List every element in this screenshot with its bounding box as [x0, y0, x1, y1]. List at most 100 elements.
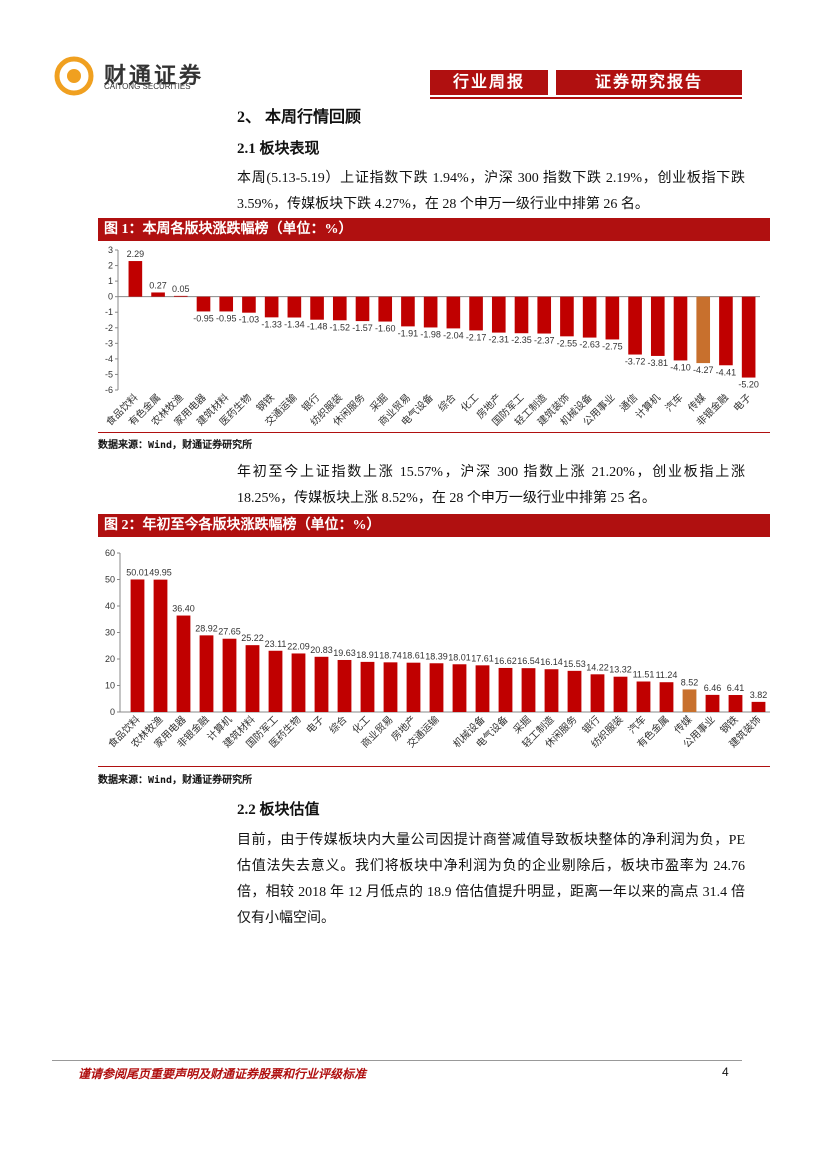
bar — [222, 638, 237, 712]
bar — [337, 659, 352, 712]
value-label: 19.63 — [333, 648, 356, 658]
value-label: -1.60 — [375, 324, 396, 334]
y-tick-label: 10 — [105, 681, 115, 691]
bar — [469, 296, 483, 331]
paragraph: 本周(5.13-5.19）上证指数下跌 1.94%，沪深 300 指数下跌 2.… — [237, 171, 745, 212]
value-label: 6.41 — [727, 683, 745, 693]
value-label: -1.03 — [239, 315, 260, 325]
header-rule — [430, 97, 742, 99]
bar — [242, 296, 256, 313]
bar — [378, 296, 393, 322]
bar — [199, 635, 214, 712]
bar — [268, 650, 283, 712]
bar — [245, 645, 260, 712]
bar — [264, 296, 279, 318]
bar — [741, 296, 756, 378]
y-tick-label: 2 — [108, 261, 113, 271]
value-label: 0.05 — [172, 284, 190, 294]
value-label: 25.22 — [241, 633, 264, 643]
y-tick-label: -3 — [105, 338, 113, 348]
page-number: 4 — [722, 1065, 729, 1079]
bar — [153, 579, 168, 712]
y-tick-label: 40 — [105, 601, 115, 611]
bar — [452, 664, 467, 712]
bar — [544, 669, 559, 712]
value-label: -2.17 — [466, 332, 487, 342]
value-label: 2.29 — [127, 249, 145, 259]
value-label: 18.01 — [448, 652, 471, 662]
value-label: 18.91 — [356, 650, 379, 660]
value-label: -1.52 — [330, 322, 351, 332]
bar — [514, 296, 529, 334]
value-label: 11.51 — [633, 669, 655, 679]
value-label: -2.37 — [534, 336, 555, 346]
bar — [628, 296, 642, 355]
bar — [128, 261, 143, 297]
bar — [332, 296, 347, 321]
bar — [475, 665, 490, 712]
x-tick-label: 电子 — [730, 391, 753, 414]
bar — [582, 296, 597, 338]
footer-note: 谨请参阅尾页重要声明及财通证券股票和行业评级标准 — [78, 1067, 367, 1081]
chart: 010203040506050.01食品饮料49.95农林牧渔36.40家用电器… — [105, 548, 770, 750]
value-label: -1.98 — [420, 329, 441, 339]
bar — [613, 676, 628, 712]
value-label: 16.54 — [517, 656, 540, 666]
footer-rule — [52, 1060, 742, 1061]
y-tick-label: 3 — [108, 245, 113, 255]
value-label: -4.27 — [693, 365, 714, 375]
bar — [287, 296, 302, 318]
y-tick-label: -2 — [105, 323, 113, 333]
value-label: -2.75 — [602, 341, 623, 351]
value-label: 16.14 — [540, 657, 563, 667]
x-tick-label: 综合 — [435, 391, 458, 414]
value-label: -4.10 — [670, 362, 691, 372]
bar — [659, 682, 674, 712]
value-label: -2.35 — [511, 335, 532, 345]
value-label: 17.61 — [471, 653, 494, 663]
logo-icon — [54, 56, 94, 96]
bar — [355, 296, 370, 322]
bar — [383, 662, 398, 712]
bar — [406, 662, 421, 712]
bar — [219, 296, 234, 312]
bar — [673, 296, 688, 361]
value-label: 18.74 — [379, 650, 402, 660]
y-tick-label: 0 — [110, 707, 115, 717]
logo-en: CAITONG SECURITIES — [104, 82, 191, 91]
bar — [560, 296, 574, 337]
bar — [719, 296, 733, 366]
value-label: -2.55 — [557, 338, 578, 348]
value-label: 27.65 — [218, 627, 241, 637]
y-tick-label: -5 — [105, 369, 113, 379]
bar — [728, 695, 743, 712]
value-label: 14.22 — [586, 662, 609, 672]
value-label: -1.91 — [398, 328, 419, 338]
value-label: -2.63 — [579, 340, 600, 350]
header-tab: 行业周报 — [430, 70, 548, 95]
bar — [291, 653, 306, 712]
figure-source: 数据来源：Wind，财通证券研究所 — [98, 440, 253, 451]
value-label: -2.04 — [443, 330, 464, 340]
value-label: -5.20 — [738, 380, 759, 390]
bar — [173, 295, 188, 297]
value-label: 11.24 — [656, 670, 678, 680]
value-label: 3.82 — [750, 690, 768, 700]
y-tick-label: 50 — [105, 575, 115, 585]
y-tick-label: -4 — [105, 354, 113, 364]
paragraph: 年初至今上证指数上涨 15.57%，沪深 300 指数上涨 21.20%，创业板… — [237, 465, 745, 506]
value-label: -0.95 — [216, 313, 237, 323]
value-label: 28.92 — [195, 623, 218, 633]
value-label: -1.57 — [352, 323, 373, 333]
y-tick-label: 1 — [108, 276, 113, 286]
value-label: -1.33 — [261, 319, 282, 329]
bar — [521, 668, 536, 712]
value-label: 15.53 — [563, 659, 586, 669]
bar — [130, 579, 145, 712]
value-label: 36.40 — [172, 604, 195, 614]
bar — [176, 615, 191, 712]
value-label: 18.61 — [402, 651, 425, 661]
y-tick-label: 20 — [105, 654, 115, 664]
